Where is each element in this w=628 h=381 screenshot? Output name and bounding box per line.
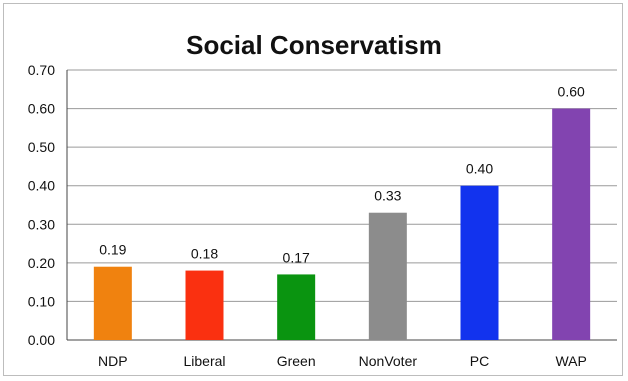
y-tick-label-7: 0.70 — [28, 62, 55, 78]
x-tick-label-ndp: NDP — [98, 353, 128, 369]
y-tick-label-2: 0.20 — [28, 255, 55, 271]
chart-title: Social Conservatism — [186, 30, 442, 60]
x-tick-label-nonvoter: NonVoter — [359, 353, 418, 369]
bar-wap — [552, 108, 591, 340]
y-tick-label-3: 0.30 — [28, 216, 55, 232]
bar-pc — [460, 185, 499, 340]
y-tick-label-4: 0.40 — [28, 178, 55, 194]
data-label-pc: 0.40 — [466, 161, 493, 177]
data-label-green: 0.17 — [283, 249, 310, 265]
bar-liberal — [185, 270, 224, 340]
bar-nonvoter — [368, 212, 407, 340]
x-tick-label-pc: PC — [470, 353, 489, 369]
x-tick-label-liberal: Liberal — [183, 353, 225, 369]
bar-green — [277, 274, 316, 340]
data-label-wap: 0.60 — [558, 84, 585, 100]
bar-ndp — [93, 266, 132, 340]
x-tick-label-green: Green — [277, 353, 316, 369]
data-label-ndp: 0.19 — [99, 242, 126, 258]
y-tick-label-0: 0.00 — [28, 332, 55, 348]
y-tick-label-5: 0.50 — [28, 139, 55, 155]
data-label-liberal: 0.18 — [191, 246, 218, 262]
y-tick-label-1: 0.10 — [28, 293, 55, 309]
x-tick-label-wap: WAP — [555, 353, 586, 369]
data-label-nonvoter: 0.33 — [374, 188, 401, 204]
y-tick-label-6: 0.60 — [28, 101, 55, 117]
